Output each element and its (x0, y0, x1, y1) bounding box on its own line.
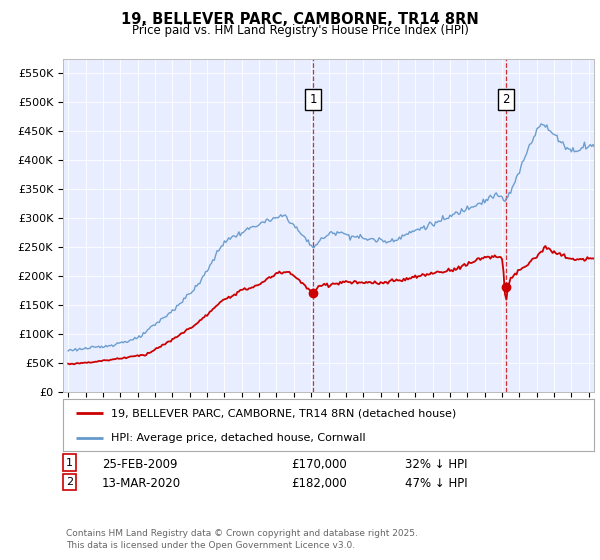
Text: Price paid vs. HM Land Registry's House Price Index (HPI): Price paid vs. HM Land Registry's House … (131, 24, 469, 36)
Text: 1: 1 (66, 458, 73, 468)
Text: 25-FEB-2009: 25-FEB-2009 (102, 458, 178, 470)
Text: £182,000: £182,000 (291, 477, 347, 490)
Text: 32% ↓ HPI: 32% ↓ HPI (405, 458, 467, 470)
Text: Contains HM Land Registry data © Crown copyright and database right 2025.
This d: Contains HM Land Registry data © Crown c… (66, 529, 418, 550)
Text: 13-MAR-2020: 13-MAR-2020 (102, 477, 181, 490)
Text: 2: 2 (66, 477, 73, 487)
Text: HPI: Average price, detached house, Cornwall: HPI: Average price, detached house, Corn… (111, 433, 365, 443)
Text: 47% ↓ HPI: 47% ↓ HPI (405, 477, 467, 490)
Text: 2: 2 (502, 93, 509, 106)
Text: 19, BELLEVER PARC, CAMBORNE, TR14 8RN: 19, BELLEVER PARC, CAMBORNE, TR14 8RN (121, 12, 479, 27)
Text: £170,000: £170,000 (291, 458, 347, 470)
Text: 19, BELLEVER PARC, CAMBORNE, TR14 8RN (detached house): 19, BELLEVER PARC, CAMBORNE, TR14 8RN (d… (111, 408, 456, 418)
Text: 1: 1 (310, 93, 317, 106)
